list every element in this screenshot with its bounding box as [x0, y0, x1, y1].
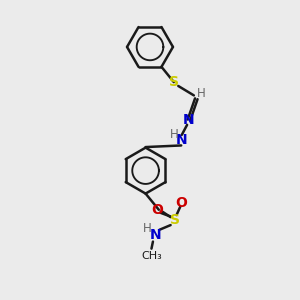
Text: N: N: [182, 112, 194, 127]
Text: S: S: [169, 75, 179, 89]
Text: H: H: [197, 86, 206, 100]
Text: S: S: [170, 213, 180, 227]
Text: O: O: [151, 203, 163, 217]
Text: N: N: [149, 228, 161, 242]
Text: CH₃: CH₃: [141, 251, 162, 261]
Text: H: H: [143, 222, 152, 236]
Text: H: H: [169, 128, 178, 141]
Text: O: O: [175, 196, 187, 210]
Text: N: N: [176, 133, 188, 147]
